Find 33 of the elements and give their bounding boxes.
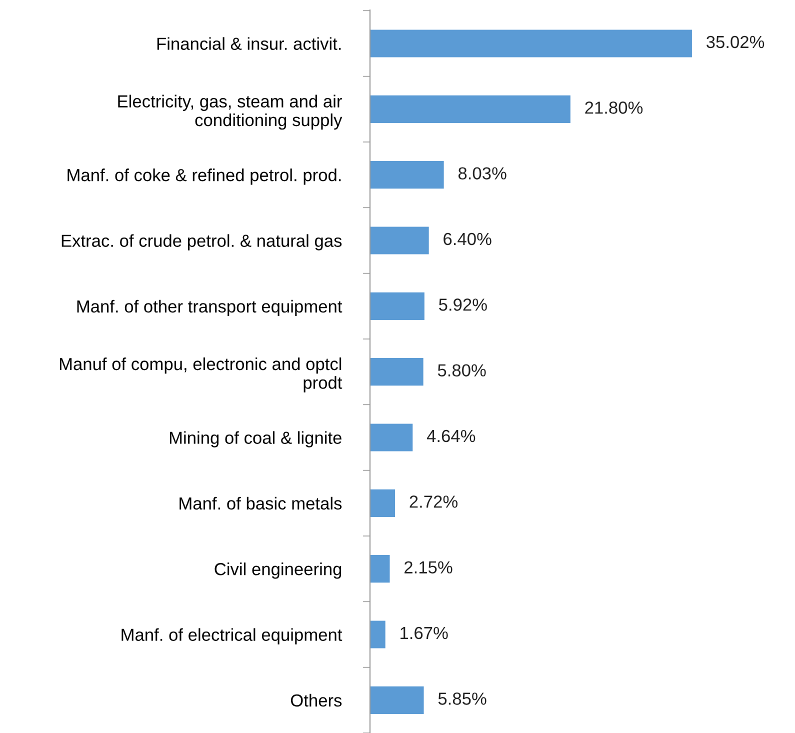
data-label: 5.92% xyxy=(439,298,487,311)
bar xyxy=(370,292,424,320)
bar xyxy=(370,161,444,189)
bar xyxy=(370,226,429,254)
data-label: 6.40% xyxy=(444,232,492,246)
bar xyxy=(370,620,386,648)
bar xyxy=(370,686,424,714)
y-tick-label: Extrac. of crude petrol. & natural gas xyxy=(62,234,342,250)
data-label: 1.67% xyxy=(400,626,448,640)
y-tick-label: Civil engineering xyxy=(214,562,342,579)
y-tick-label: Electricity, gas, steam and air conditioning supply xyxy=(118,94,342,130)
bar xyxy=(370,30,692,58)
data-label: 21.80% xyxy=(585,102,643,114)
data-label: 35.02% xyxy=(706,36,764,48)
bar xyxy=(370,424,413,452)
data-label: 4.64% xyxy=(426,430,476,442)
y-tick-label: Manf. of basic metals xyxy=(180,496,342,510)
y-tick-label: Manf. of electrical equipment xyxy=(122,628,342,644)
data-label: 8.03% xyxy=(458,167,506,180)
bar xyxy=(370,555,390,583)
y-tick-label: Manf. of coke & refined petrol. prod. xyxy=(68,168,341,185)
data-label: 5.80% xyxy=(438,364,486,376)
y-tick-label: Others xyxy=(290,694,342,707)
data-label: 2.15% xyxy=(404,561,452,574)
y-tick-label: Mining of coal & lignite xyxy=(170,431,342,448)
data-label: 5.85% xyxy=(438,692,486,705)
bar xyxy=(370,489,396,517)
data-label: 2.72% xyxy=(410,496,458,508)
y-tick-label: Manf. of other transport equipment xyxy=(77,300,342,316)
y-tick-label: Financial & insur. activit. xyxy=(157,37,341,50)
y-tick-label: Manuf of compu, electronic and optcl prodt xyxy=(60,357,342,392)
bar xyxy=(370,95,570,123)
bar xyxy=(370,358,424,386)
